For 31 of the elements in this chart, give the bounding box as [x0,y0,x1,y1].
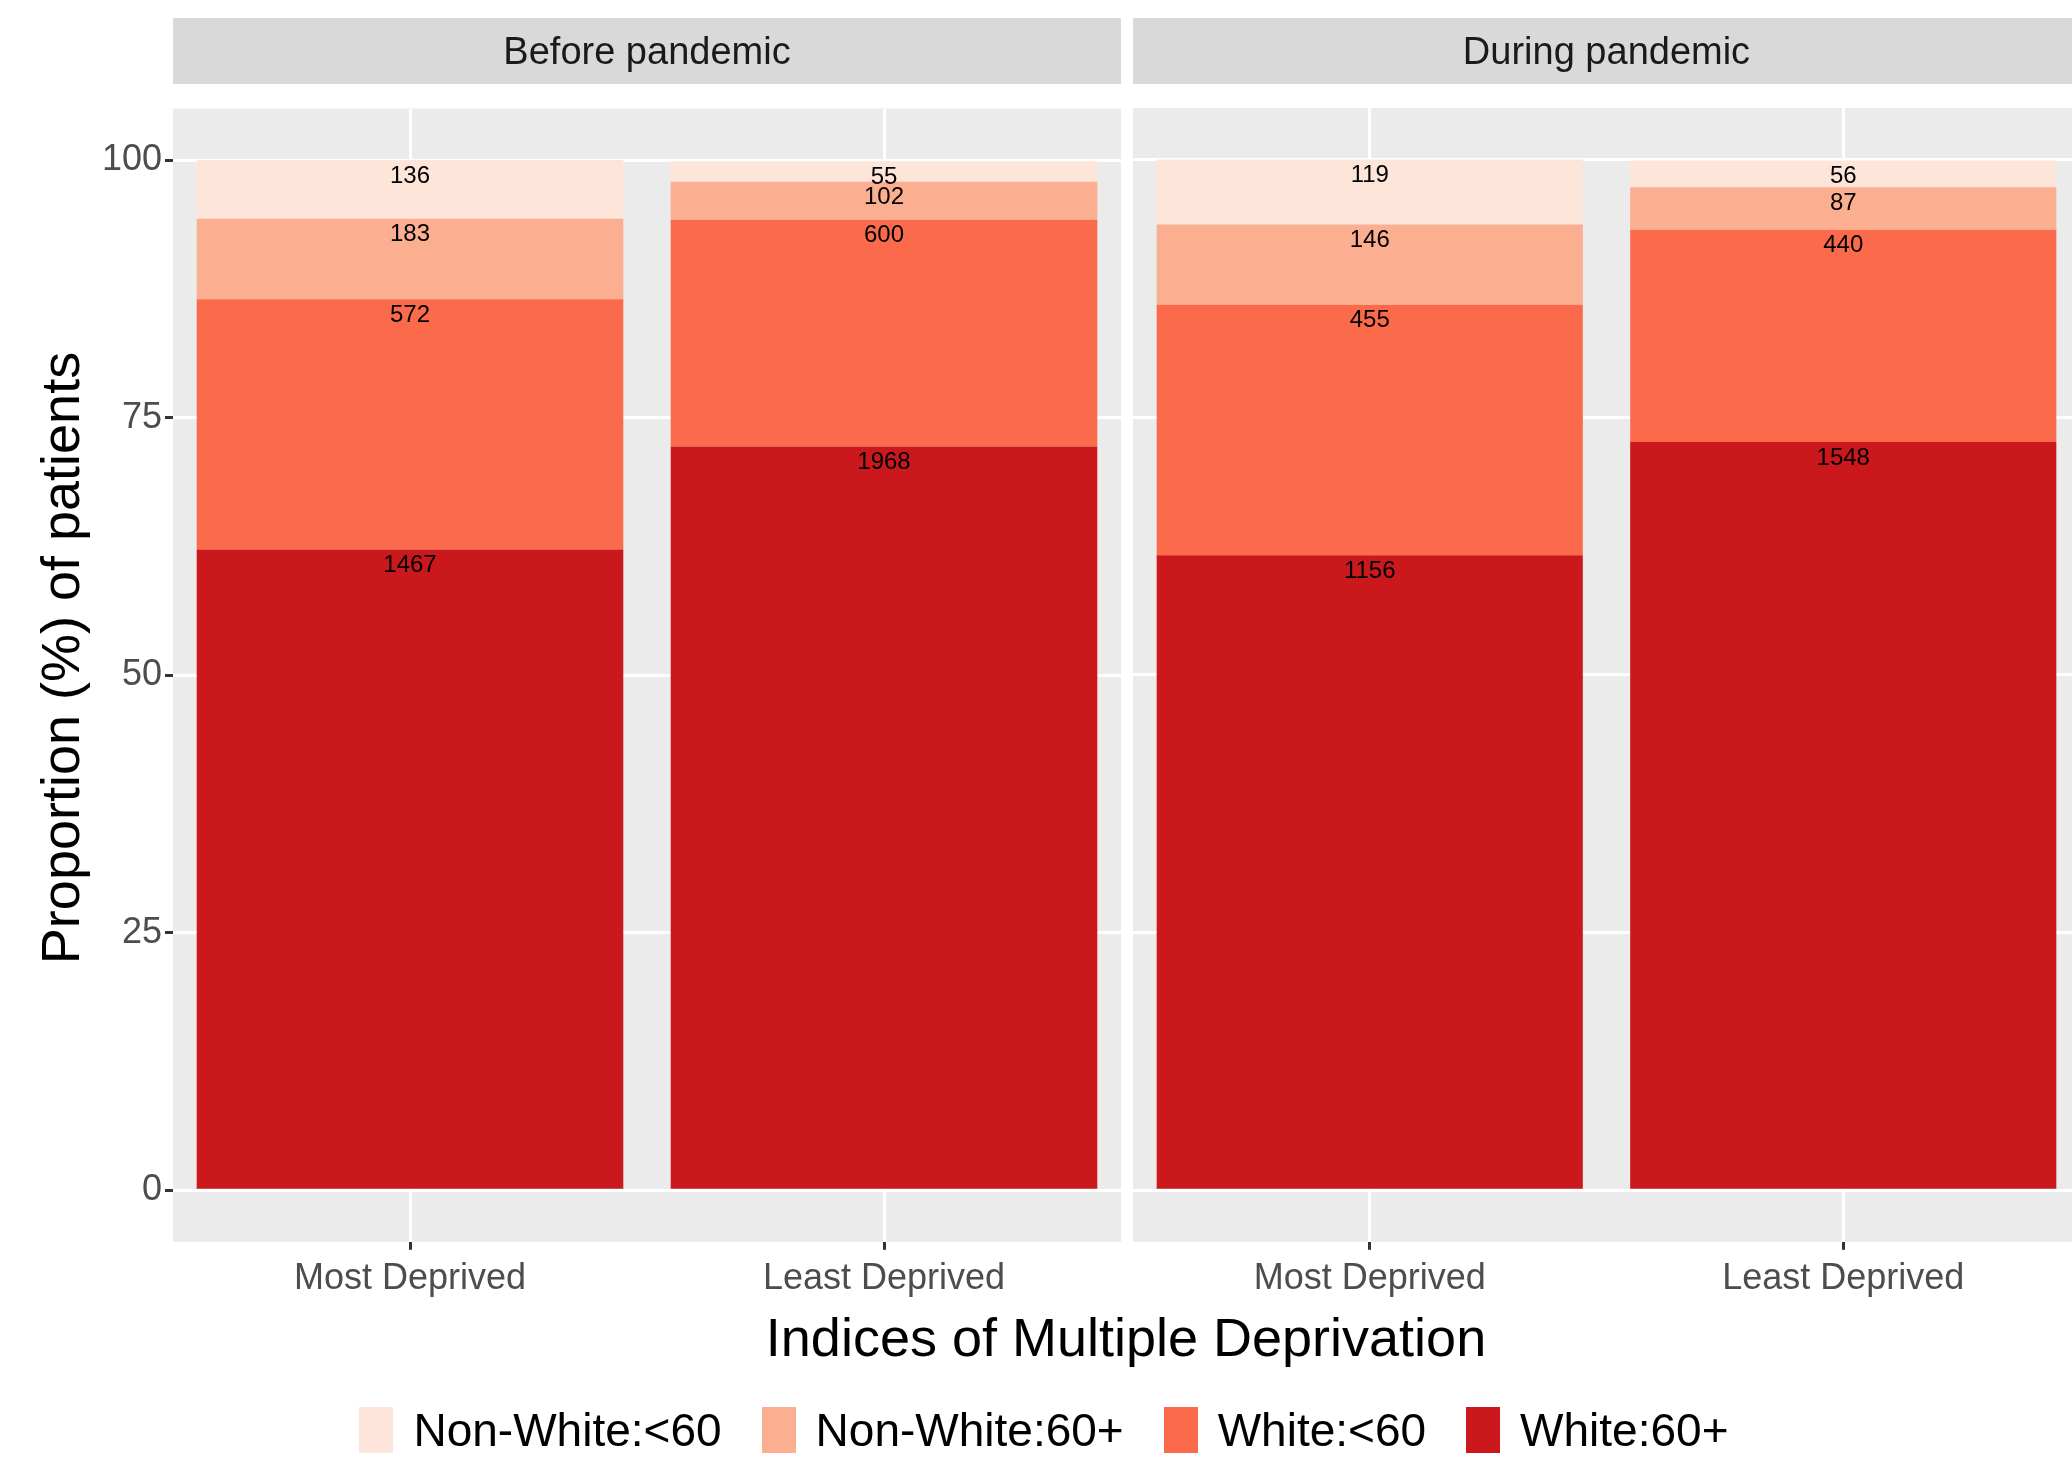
x-tick-label: Most Deprived [293,1256,527,1298]
annotation: 1467 [383,550,437,578]
annotation: 136 [389,160,431,188]
chart-title: During pandemic [1133,18,2072,84]
annotation: 1968 [857,447,911,475]
x-tick-label: Least Deprived [762,1256,1006,1298]
annotation: 440 [1823,230,1864,258]
annotation: 183 [389,219,431,247]
x-tick-label: Most Deprived [1253,1256,1486,1298]
annotation: 1156 [1343,555,1396,583]
annotation: 119 [1350,160,1389,188]
chart-title: Before pandemic [173,18,1121,84]
y-tick-label: 50 [121,652,162,694]
y-tick-label: 75 [121,394,162,436]
y-tick-label: 0 [141,1167,162,1209]
x-tick-label: Least Deprived [1722,1256,1965,1298]
annotation: 600 [863,220,905,248]
annotation: 572 [389,299,431,327]
annotation: 56 [1829,161,1857,189]
annotation: 1548 [1816,442,1870,470]
y-tick-label: 25 [121,909,162,951]
y-tick-label: 100 [101,137,162,179]
legend-label: White:<60 [1217,1403,1427,1457]
legend-label: White:60+ [1520,1403,1729,1457]
annotation: 455 [1349,305,1390,333]
legend-label: Non-White:60+ [815,1403,1124,1457]
annotation: 87 [1829,187,1857,215]
x-axis-title: Indices of Multiple Deprivation [765,1306,1487,1368]
annotation: 146 [1349,225,1390,253]
legend-label: Non-White:<60 [413,1403,722,1457]
y-axis-title: Proportion (%) of patients [29,351,91,965]
